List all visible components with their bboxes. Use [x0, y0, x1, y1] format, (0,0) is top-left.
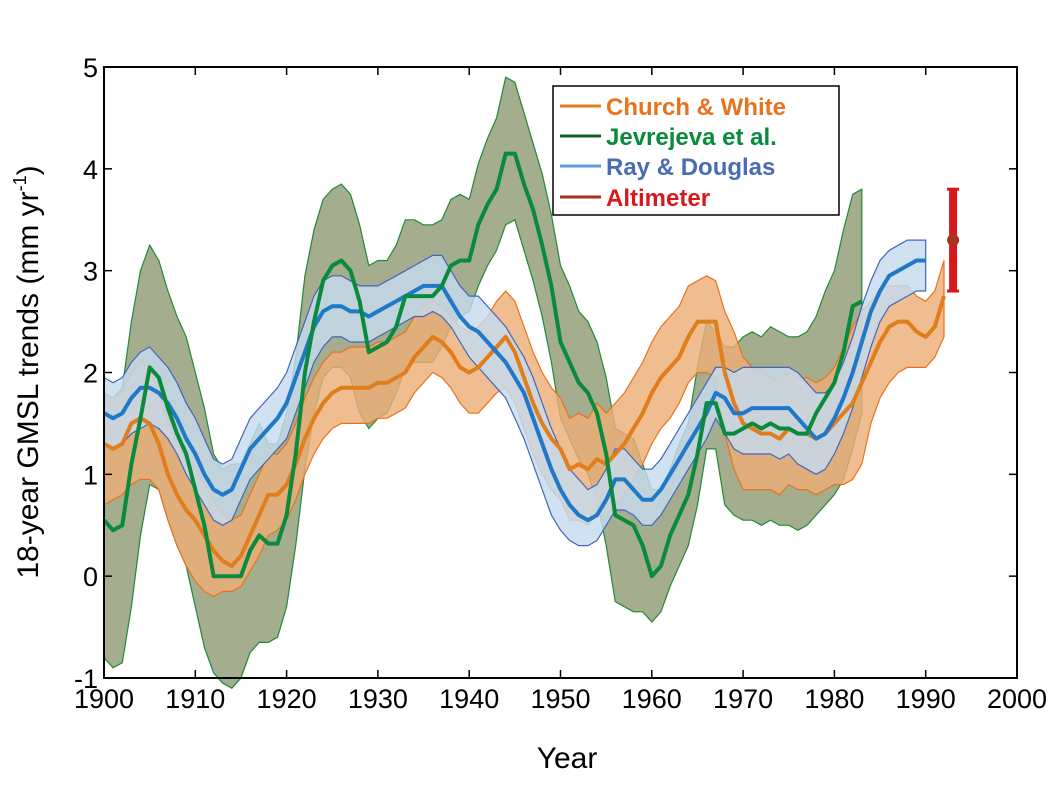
legend-label-ray-douglas: Ray & Douglas — [606, 154, 775, 181]
y-tick-label-5: 5 — [83, 53, 98, 83]
x-tick-label-1990: 1990 — [896, 684, 956, 714]
y-tick-label-1: 1 — [83, 460, 98, 490]
legend: Church & White Jevrejeva et al. Ray & Do… — [552, 85, 840, 216]
y-axis-title-main: 18-year GMSL trends (mm yr — [12, 191, 45, 578]
x-tick-label-1920: 1920 — [257, 684, 317, 714]
band-ray-douglas — [103, 239, 927, 547]
altimeter-point — [947, 234, 960, 247]
legend-label-jevrejeva: Jevrejeva et al. — [606, 124, 777, 151]
x-tick-label-1900: 1900 — [74, 684, 134, 714]
x-tick-labels: 1900 1910 1920 1930 1940 1950 1960 1970 1980 1990… — [74, 684, 1047, 714]
y-tick-label--1: -1 — [74, 664, 98, 694]
axis-ticks — [103, 66, 1018, 679]
y-tick-label-4: 4 — [83, 155, 98, 185]
x-axis-title: Year — [537, 742, 598, 775]
x-tick-label-1970: 1970 — [713, 684, 773, 714]
altimeter-marker-group — [947, 187, 960, 293]
y-tick-label-0: 0 — [83, 562, 98, 592]
line-jevrejeva-et-al — [102, 151, 863, 579]
x-tick-label-1940: 1940 — [439, 684, 499, 714]
y-tick-label-2: 2 — [83, 359, 98, 389]
x-tick-label-1980: 1980 — [804, 684, 864, 714]
y-tick-labels: -1 0 1 2 3 4 5 — [74, 53, 98, 694]
legend-label-altimeter: Altimeter — [606, 185, 710, 212]
x-tick-label-1930: 1930 — [348, 684, 408, 714]
x-tick-label-1960: 1960 — [622, 684, 682, 714]
x-tick-label-1950: 1950 — [530, 684, 590, 714]
x-tick-label-1910: 1910 — [165, 684, 225, 714]
y-tick-label-3: 3 — [83, 257, 98, 287]
line-ray-douglas — [103, 258, 926, 523]
x-tick-label-2000: 2000 — [987, 684, 1047, 714]
series-lines — [102, 151, 946, 579]
y-axis-title-close: ) — [12, 165, 45, 175]
y-axis-title-unit-exponent: -1 — [10, 175, 30, 191]
legend-label-church-white: Church & White — [606, 94, 786, 121]
y-axis-title: 18-year GMSL trends (mm yr-1) — [10, 165, 45, 578]
